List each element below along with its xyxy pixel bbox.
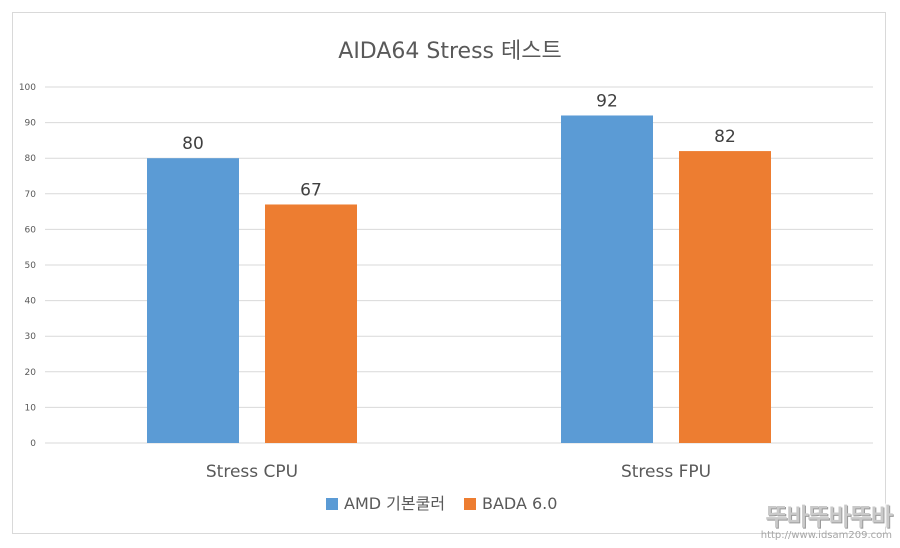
y-tick-label-0: 0 [30,439,36,449]
y-tick-label-40: 40 [25,297,37,307]
watermark-logo: 뚜바뚜바뚜바 [765,503,893,531]
x-tick-label-1: Stress CPU [206,462,298,482]
x-tick-label-2: Stress FPU [621,462,711,482]
legend-swatch-2 [464,498,476,510]
bar-1-2 [561,115,653,443]
watermark: 뚜바뚜바뚜바 http://www.idsam209.com [760,503,893,542]
data-label-2-1: 67 [300,180,322,200]
y-tick-label-50: 50 [25,261,37,271]
y-tick-label-80: 80 [25,154,37,164]
bar-1-1 [147,158,239,443]
y-tick-label-70: 70 [25,190,37,200]
data-label-1-1: 80 [182,134,204,154]
data-label-1-2: 92 [596,91,618,111]
y-tick-label-20: 20 [25,368,37,378]
legend-label-2: BADA 6.0 [482,494,557,513]
y-tick-label-60: 60 [25,225,37,235]
legend-swatch-1 [326,498,338,510]
chart-frame: AIDA64 Stress 테스트 0 10 20 30 40 50 60 70 80 90 100 8… [12,12,886,534]
chart-title: AIDA64 Stress 테스트 [338,39,561,64]
bar-2-2 [679,151,771,443]
data-label-2-2: 82 [714,127,736,147]
watermark-url: http://www.idsam209.com [760,530,892,541]
bar-2-1 [265,204,357,443]
y-tick-label-30: 30 [25,332,37,342]
y-tick-label-10: 10 [25,403,37,413]
y-tick-label-100: 100 [19,83,36,93]
y-tick-label-90: 90 [25,119,37,129]
bar-chart: AIDA64 Stress 테스트 0 10 20 30 40 50 60 70 80 90 100 8… [19,39,873,513]
legend-label-1: AMD 기본쿨러 [344,494,445,513]
